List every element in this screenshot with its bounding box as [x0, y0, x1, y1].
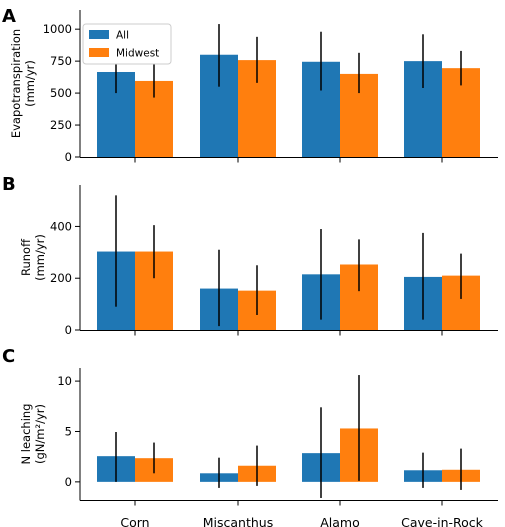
y-tick-label: 750	[50, 54, 72, 68]
y-tick-label: 10	[57, 374, 72, 388]
legend-label-midwest: Midwest	[116, 48, 159, 60]
y-tick-label: 0	[65, 323, 72, 337]
panel-a: A 0 250 500 750 1000 Evapotranspiration(mm/yr)…	[2, 6, 498, 164]
y-tick-label: 0	[65, 150, 72, 164]
y-axis-label-line: (mm/yr)	[33, 234, 47, 281]
legend: All Midwest	[82, 23, 172, 65]
y-axis-label-line: N leaching	[19, 404, 33, 465]
y-tick-label: 400	[50, 219, 72, 233]
x-tick-label: Cave-in-Rock	[401, 515, 484, 527]
y-tick-label: 500	[50, 86, 72, 100]
x-tick-label: Miscanthus	[203, 515, 273, 527]
y-axis-label: Evapotranspiration(mm/yr)	[9, 29, 37, 138]
y-axis-label-line: (mm/yr)	[23, 60, 37, 107]
panel-c: C 0 5 10 Corn Miscanthus Alamo Cave-in-Rock N le…	[2, 346, 498, 527]
y-tick-label: 250	[50, 118, 72, 132]
panel-letter: B	[2, 174, 16, 195]
panel-letter: C	[2, 346, 15, 367]
y-tick-label: 0	[65, 475, 72, 489]
y-tick-label: 200	[50, 271, 72, 285]
legend-swatch-all	[89, 30, 109, 39]
x-tick-label: Alamo	[320, 515, 360, 527]
y-tick-label: 1000	[43, 22, 72, 36]
y-axis-label: N leaching(gN/m²/yr)	[19, 404, 47, 465]
y-axis-label: Runoff(mm/yr)	[19, 234, 47, 281]
y-tick-label: 5	[65, 424, 72, 438]
y-axis-label-line: (gN/m²/yr)	[33, 404, 47, 464]
y-axis-label-line: Evapotranspiration	[9, 29, 23, 138]
y-axis-label-line: Runoff	[19, 238, 33, 276]
panel-letter: A	[2, 6, 16, 27]
x-tick-label: Corn	[120, 515, 149, 527]
legend-label-all: All	[116, 30, 129, 42]
legend-swatch-midwest	[89, 48, 109, 57]
